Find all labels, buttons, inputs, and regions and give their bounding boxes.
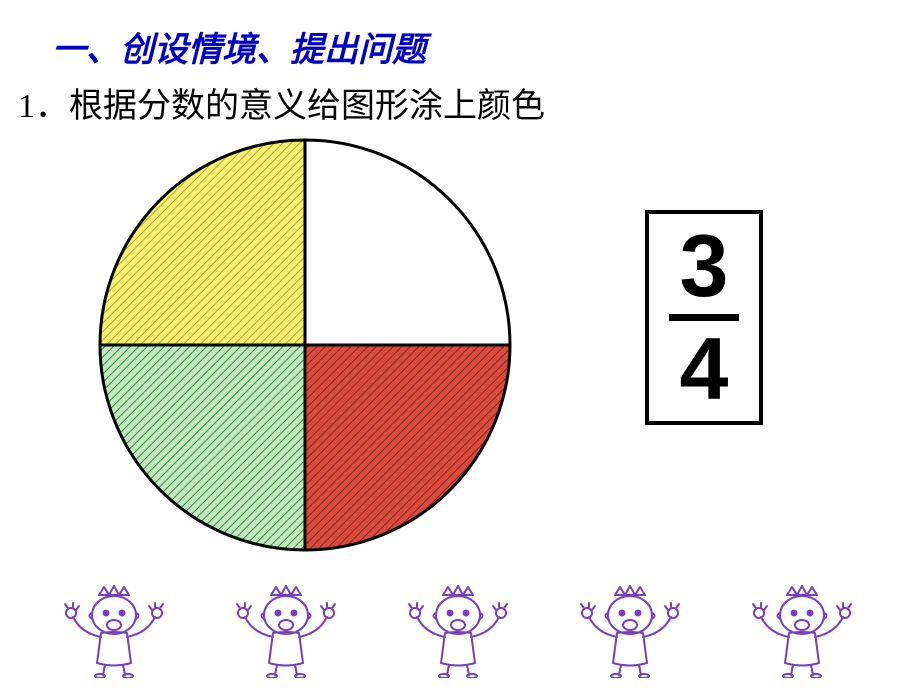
character-icon — [739, 583, 869, 678]
pie-slice — [305, 345, 510, 550]
pie-slice — [100, 140, 305, 345]
subtitle-text: 1．根据分数的意义给图形涂上颜色 — [18, 88, 545, 125]
character-icon — [567, 583, 697, 678]
decoration-row — [0, 583, 920, 678]
pie-slice — [100, 345, 305, 550]
fraction-numerator: 3 — [680, 224, 729, 308]
fraction-denominator: 4 — [680, 327, 729, 411]
character-icon — [223, 583, 353, 678]
pie-slice — [305, 140, 510, 345]
pie-chart — [95, 135, 515, 555]
fraction-display: 3 4 — [645, 210, 763, 425]
title-text: 一、创设情境、提出问题 — [52, 32, 426, 69]
character-icon — [395, 583, 525, 678]
section-title: 一、创设情境、提出问题 — [52, 22, 426, 71]
character-icon — [51, 583, 181, 678]
subtitle: 1．根据分数的意义给图形涂上颜色 — [18, 78, 545, 127]
